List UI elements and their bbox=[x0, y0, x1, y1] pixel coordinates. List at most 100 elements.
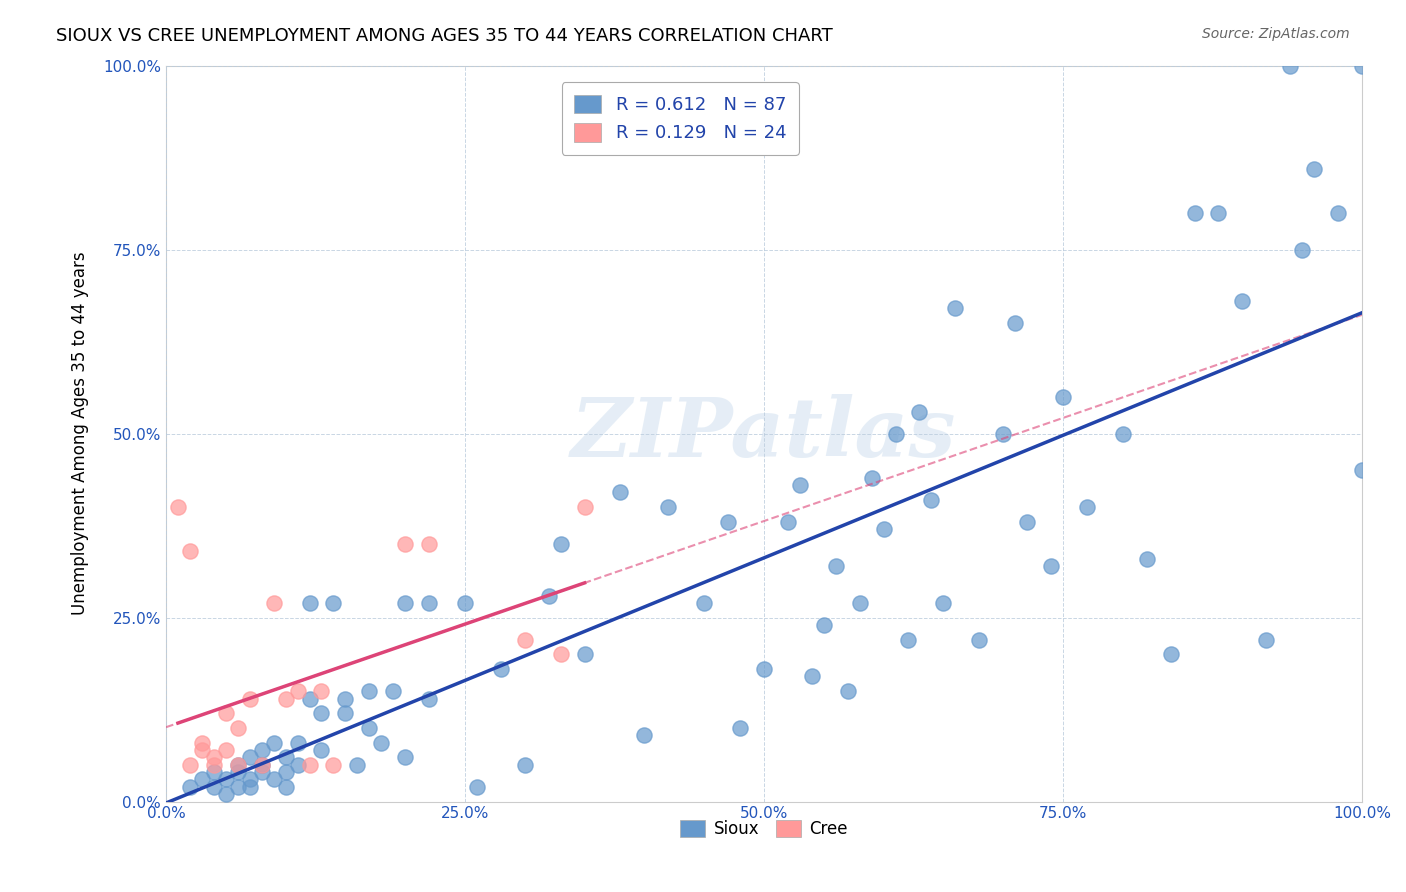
Point bbox=[872, 522, 894, 536]
Text: Source: ZipAtlas.com: Source: ZipAtlas.com bbox=[1202, 27, 1350, 41]
Point bbox=[226, 757, 249, 772]
Point bbox=[896, 632, 918, 647]
Point bbox=[394, 750, 416, 764]
Point bbox=[226, 757, 249, 772]
Point bbox=[513, 632, 536, 647]
Point bbox=[298, 596, 321, 610]
Point bbox=[287, 736, 309, 750]
Point bbox=[1136, 551, 1159, 566]
Point bbox=[215, 772, 238, 787]
Point bbox=[179, 544, 201, 558]
Point bbox=[454, 596, 477, 610]
Point bbox=[359, 721, 381, 735]
Point bbox=[215, 787, 238, 801]
Point bbox=[1256, 632, 1278, 647]
Point bbox=[574, 648, 596, 662]
Point bbox=[394, 596, 416, 610]
Point bbox=[908, 404, 931, 418]
Point bbox=[359, 684, 381, 698]
Point bbox=[848, 596, 870, 610]
Point bbox=[800, 669, 823, 683]
Point bbox=[191, 736, 214, 750]
Point bbox=[274, 780, 297, 794]
Point bbox=[250, 743, 273, 757]
Point bbox=[860, 471, 883, 485]
Point bbox=[215, 743, 238, 757]
Point bbox=[239, 750, 262, 764]
Point bbox=[1004, 316, 1026, 330]
Point bbox=[215, 706, 238, 721]
Point bbox=[1076, 500, 1098, 515]
Point bbox=[202, 757, 225, 772]
Point bbox=[191, 743, 214, 757]
Point bbox=[837, 684, 859, 698]
Point bbox=[239, 780, 262, 794]
Point bbox=[311, 743, 333, 757]
Point bbox=[167, 500, 190, 515]
Point bbox=[202, 750, 225, 764]
Point bbox=[717, 515, 740, 529]
Point bbox=[1017, 515, 1039, 529]
Point bbox=[274, 750, 297, 764]
Point bbox=[263, 772, 285, 787]
Point bbox=[418, 537, 440, 551]
Point bbox=[346, 757, 368, 772]
Point bbox=[263, 736, 285, 750]
Text: ZIPatlas: ZIPatlas bbox=[571, 393, 956, 474]
Point bbox=[382, 684, 405, 698]
Point bbox=[335, 706, 357, 721]
Point bbox=[465, 780, 488, 794]
Point bbox=[824, 559, 846, 574]
Point bbox=[693, 596, 716, 610]
Point bbox=[250, 757, 273, 772]
Point bbox=[1351, 463, 1374, 477]
Point bbox=[1052, 390, 1074, 404]
Point bbox=[550, 537, 572, 551]
Point bbox=[1184, 206, 1206, 220]
Point bbox=[752, 662, 775, 676]
Point bbox=[884, 426, 907, 441]
Point bbox=[311, 684, 333, 698]
Point bbox=[489, 662, 512, 676]
Point bbox=[789, 478, 811, 492]
Point bbox=[967, 632, 990, 647]
Point bbox=[226, 780, 249, 794]
Point bbox=[1351, 59, 1374, 73]
Point bbox=[537, 589, 560, 603]
Point bbox=[920, 492, 942, 507]
Point bbox=[179, 757, 201, 772]
Point bbox=[298, 757, 321, 772]
Point bbox=[226, 721, 249, 735]
Point bbox=[657, 500, 679, 515]
Point bbox=[370, 736, 392, 750]
Point bbox=[1208, 206, 1230, 220]
Text: SIOUX VS CREE UNEMPLOYMENT AMONG AGES 35 TO 44 YEARS CORRELATION CHART: SIOUX VS CREE UNEMPLOYMENT AMONG AGES 35… bbox=[56, 27, 832, 45]
Point bbox=[202, 780, 225, 794]
Point bbox=[226, 765, 249, 780]
Legend: Sioux, Cree: Sioux, Cree bbox=[673, 814, 855, 845]
Point bbox=[1279, 59, 1302, 73]
Point bbox=[574, 500, 596, 515]
Point bbox=[418, 691, 440, 706]
Point bbox=[274, 691, 297, 706]
Y-axis label: Unemployment Among Ages 35 to 44 years: Unemployment Among Ages 35 to 44 years bbox=[72, 252, 89, 615]
Point bbox=[993, 426, 1015, 441]
Point bbox=[263, 596, 285, 610]
Point bbox=[1303, 161, 1326, 176]
Point bbox=[239, 691, 262, 706]
Point bbox=[191, 772, 214, 787]
Point bbox=[274, 765, 297, 780]
Point bbox=[287, 684, 309, 698]
Point bbox=[250, 765, 273, 780]
Point bbox=[1040, 559, 1063, 574]
Point bbox=[513, 757, 536, 772]
Point bbox=[728, 721, 751, 735]
Point bbox=[250, 757, 273, 772]
Point bbox=[202, 765, 225, 780]
Point bbox=[1327, 206, 1350, 220]
Point bbox=[322, 757, 344, 772]
Point bbox=[179, 780, 201, 794]
Point bbox=[311, 706, 333, 721]
Point bbox=[335, 691, 357, 706]
Point bbox=[776, 515, 799, 529]
